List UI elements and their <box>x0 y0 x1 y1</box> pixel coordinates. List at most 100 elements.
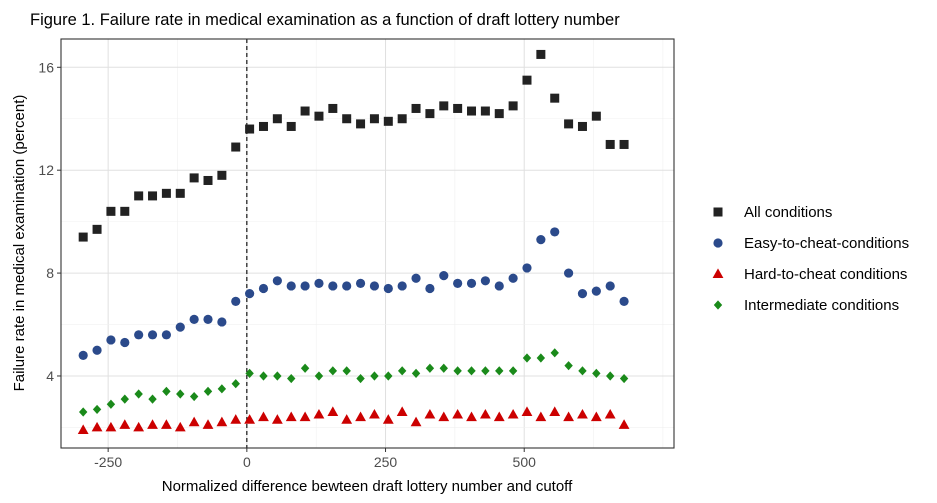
data-point-circle <box>411 273 421 283</box>
data-point-circle <box>300 281 310 291</box>
data-point-triangle <box>188 416 200 427</box>
data-point-square <box>245 124 255 134</box>
data-point-triangle <box>577 408 588 419</box>
data-point-circle <box>605 281 615 291</box>
data-point-triangle <box>369 408 380 419</box>
data-point-diamond <box>619 373 629 384</box>
data-point-diamond <box>564 361 573 371</box>
data-point-triangle <box>535 411 547 422</box>
y-tick-label: 8 <box>46 265 54 281</box>
chart-title: Figure 1. Failure rate in medical examin… <box>30 11 620 29</box>
series-intermediate-conditions <box>78 348 629 417</box>
data-point-triangle <box>466 411 477 422</box>
data-point-triangle <box>161 419 172 429</box>
data-point-square <box>300 106 310 116</box>
data-point-square <box>231 142 241 152</box>
data-point-triangle <box>549 406 561 416</box>
plot-panel <box>61 39 674 448</box>
data-point-circle <box>522 263 532 273</box>
data-point-square <box>92 224 102 234</box>
legend-item: All conditions <box>713 204 832 221</box>
data-point-square <box>619 139 629 149</box>
data-point-circle <box>245 289 255 299</box>
data-point-square <box>314 111 324 121</box>
data-point-circle <box>494 281 504 291</box>
data-point-triangle <box>147 419 158 429</box>
data-point-diamond <box>314 371 324 381</box>
data-point-diamond <box>411 368 421 379</box>
x-axis-title: Normalized difference bewteen draft lott… <box>162 478 573 495</box>
data-point-triangle <box>299 411 311 422</box>
data-point-triangle <box>563 411 574 422</box>
data-point-diamond <box>148 394 157 404</box>
data-point-triangle <box>216 416 228 427</box>
data-point-triangle <box>396 406 408 416</box>
data-point-diamond <box>439 363 448 373</box>
data-point-square <box>203 175 213 185</box>
data-point-square <box>342 114 352 124</box>
data-point-diamond <box>217 384 227 394</box>
data-point-circle <box>342 281 352 291</box>
legend-label: Easy-to-cheat-conditions <box>744 235 909 252</box>
data-point-square <box>577 121 587 131</box>
data-point-diamond <box>300 363 310 373</box>
data-point-circle <box>369 281 380 291</box>
data-point-circle <box>425 283 435 294</box>
data-point-triangle <box>424 408 436 419</box>
data-point-triangle <box>91 421 103 432</box>
data-point-diamond <box>606 371 615 381</box>
data-point-square <box>522 75 532 85</box>
data-point-diamond <box>550 348 559 358</box>
data-point-square <box>383 116 393 126</box>
data-point-diamond <box>189 391 199 402</box>
data-point-circle <box>175 322 185 332</box>
data-point-square <box>439 101 449 111</box>
data-point-triangle <box>133 421 145 432</box>
series-hard-to-cheat-conditions <box>77 406 630 434</box>
data-point-diamond <box>453 366 462 376</box>
data-point-diamond <box>481 366 490 376</box>
data-point-diamond <box>162 386 171 397</box>
data-point-square <box>148 191 158 201</box>
data-point-diamond <box>328 366 338 376</box>
data-point-diamond <box>592 368 601 379</box>
data-point-square <box>425 109 435 119</box>
data-point-square <box>397 114 407 124</box>
data-point-diamond <box>259 371 268 381</box>
data-point-triangle <box>258 411 269 422</box>
data-points <box>77 49 630 434</box>
data-point-square <box>106 206 116 216</box>
data-point-square <box>78 232 88 242</box>
data-point-diamond <box>342 366 351 376</box>
data-point-diamond <box>384 371 393 381</box>
data-point-circle <box>397 281 407 291</box>
data-point-circle <box>231 296 241 306</box>
data-point-circle <box>286 281 296 291</box>
data-point-square <box>356 119 366 129</box>
data-point-triangle <box>244 414 256 424</box>
series-easy-to-cheat-conditions <box>78 227 629 360</box>
data-point-triangle <box>410 416 422 427</box>
data-point-triangle <box>313 408 325 419</box>
legend-key-triangle <box>712 268 724 278</box>
legend-key-circle <box>713 238 723 248</box>
data-point-triangle <box>327 406 339 416</box>
legend: All conditions Easy-to-cheat-conditions Ha… <box>712 204 909 314</box>
y-tick-label: 4 <box>46 368 54 384</box>
data-point-triangle <box>271 414 283 424</box>
data-point-circle <box>106 335 116 345</box>
data-point-triangle <box>105 421 117 432</box>
legend-label: All conditions <box>744 204 832 221</box>
data-point-square <box>536 49 546 59</box>
data-point-square <box>161 188 171 198</box>
data-point-circle <box>92 345 102 355</box>
data-point-square <box>369 114 379 124</box>
legend-item: Intermediate conditions <box>713 297 899 314</box>
data-point-square <box>480 106 490 116</box>
x-tick-label: 500 <box>513 454 537 470</box>
data-point-triangle <box>119 419 131 429</box>
x-tick-label: -250 <box>94 454 122 470</box>
data-point-triangle <box>202 419 214 429</box>
data-point-circle <box>619 296 629 306</box>
legend-item: Hard-to-cheat conditions <box>712 266 907 283</box>
